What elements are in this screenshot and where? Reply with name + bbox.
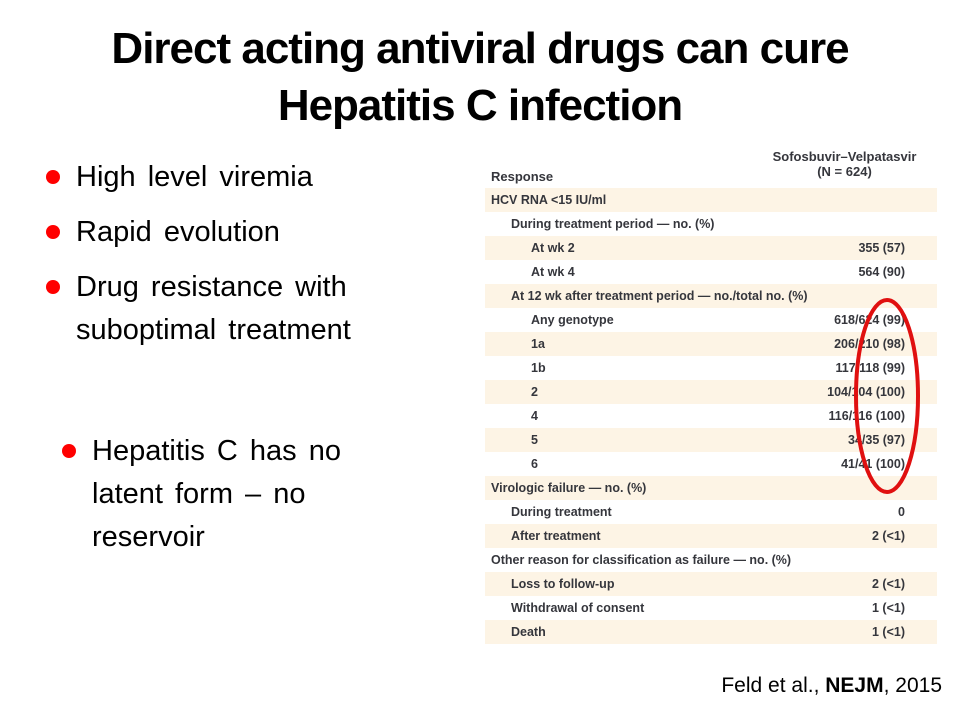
row-label: After treatment <box>511 529 601 543</box>
row-label: 6 <box>531 457 538 471</box>
bullet-text: Rapid evolution <box>76 216 280 248</box>
bullet-text: Hepatitis C has no latent form – no rese… <box>92 435 341 553</box>
table-row: 4 116/116 (100) <box>485 404 937 428</box>
bullet-list-secondary: Hepatitis C has no latent form – no rese… <box>62 430 362 571</box>
row-value: 2 (<1) <box>871 577 905 591</box>
table-row: 5 34/35 (97) <box>485 428 937 452</box>
row-label: 1a <box>531 337 545 351</box>
bullet-icon <box>46 280 60 294</box>
list-item: Drug resistance with suboptimal treatmen… <box>46 266 426 352</box>
table-row: At wk 4 564 (90) <box>485 260 937 284</box>
row-value: 117/118 (99) <box>835 361 905 375</box>
row-value: 2 (<1) <box>871 529 905 543</box>
row-label: At 12 wk after treatment period — no./to… <box>511 289 808 303</box>
row-label: Virologic failure — no. (%) <box>491 481 647 495</box>
row-value: 1 (<1) <box>871 601 905 615</box>
slide-title-line2: Hepatitis C infection <box>277 81 683 130</box>
row-value: 116/116 (100) <box>828 409 905 423</box>
row-label: HCV RNA <15 IU/ml <box>491 193 607 207</box>
row-value: 564 (90) <box>858 265 905 279</box>
table-row: 1a 206/210 (98) <box>485 332 937 356</box>
table-row: At wk 2 355 (57) <box>485 236 937 260</box>
bullet-text: High level viremia <box>76 161 313 193</box>
citation-year: , 2015 <box>883 674 942 697</box>
row-label: 5 <box>531 433 538 447</box>
column-header-drug-n: (N = 624) <box>817 164 872 179</box>
row-label: 1b <box>531 361 546 375</box>
list-item: Rapid evolution <box>46 211 426 254</box>
row-value: 104/104 (100) <box>827 385 905 399</box>
table-row: HCV RNA <15 IU/ml <box>485 188 937 212</box>
row-label: Other reason for classification as failu… <box>491 553 792 567</box>
bullet-list-primary: High level viremia Rapid evolution Drug … <box>46 156 426 364</box>
table-row: Any genotype 618/624 (99) <box>485 308 937 332</box>
row-label: Any genotype <box>531 313 614 327</box>
bullet-icon <box>62 444 76 458</box>
table-row: 2 104/104 (100) <box>485 380 937 404</box>
citation: Feld et al., NEJM, 2015 <box>721 674 942 698</box>
column-header-drug-name: Sofosbuvir–Velpatasvir <box>772 149 917 164</box>
table-row: Loss to follow-up 2 (<1) <box>485 572 937 596</box>
table-row: 1b 117/118 (99) <box>485 356 937 380</box>
row-value: 618/624 (99) <box>834 313 905 327</box>
row-label: At wk 4 <box>531 265 575 279</box>
row-value: 34/35 (97) <box>848 433 905 447</box>
row-label: Withdrawal of consent <box>511 601 645 615</box>
citation-journal: NEJM <box>825 674 884 697</box>
row-label: During treatment <box>511 505 612 519</box>
list-item: High level viremia <box>46 156 426 199</box>
citation-authors: Feld et al., <box>721 674 826 697</box>
row-label: At wk 2 <box>531 241 575 255</box>
slide-title: Direct acting antiviral drugs can cure H… <box>0 20 960 134</box>
table-header-row: Response Sofosbuvir–Velpatasvir (N = 624… <box>485 146 937 188</box>
slide-title-line1: Direct acting antiviral drugs can cure <box>111 24 849 73</box>
table-row: 6 41/41 (100) <box>485 452 937 476</box>
bullet-icon <box>46 225 60 239</box>
table-row: During treatment period — no. (%) <box>485 212 937 236</box>
row-label: 4 <box>531 409 538 423</box>
row-label: During treatment period — no. (%) <box>511 217 715 231</box>
row-label: Death <box>511 625 546 639</box>
column-header-response: Response <box>491 169 554 184</box>
row-value: 206/210 (98) <box>834 337 905 351</box>
table-row: At 12 wk after treatment period — no./to… <box>485 284 937 308</box>
table-row: Withdrawal of consent 1 (<1) <box>485 596 937 620</box>
row-value: 1 (<1) <box>871 625 905 639</box>
results-table: Response Sofosbuvir–Velpatasvir (N = 624… <box>485 146 937 644</box>
table-row: After treatment 2 (<1) <box>485 524 937 548</box>
table-row: Death 1 (<1) <box>485 620 937 644</box>
table-row: During treatment 0 <box>485 500 937 524</box>
row-label: Loss to follow-up <box>511 577 615 591</box>
column-header-drug: Sofosbuvir–Velpatasvir (N = 624) <box>752 146 937 188</box>
row-value: 0 <box>898 505 905 519</box>
bullet-text: Drug resistance with suboptimal treatmen… <box>76 271 351 346</box>
table-row: Other reason for classification as failu… <box>485 548 937 572</box>
table-row: Virologic failure — no. (%) <box>485 476 937 500</box>
bullet-icon <box>46 170 60 184</box>
row-label: 2 <box>531 385 538 399</box>
row-value: 41/41 (100) <box>841 457 905 471</box>
list-item: Hepatitis C has no latent form – no rese… <box>62 430 362 559</box>
row-value: 355 (57) <box>858 241 905 255</box>
